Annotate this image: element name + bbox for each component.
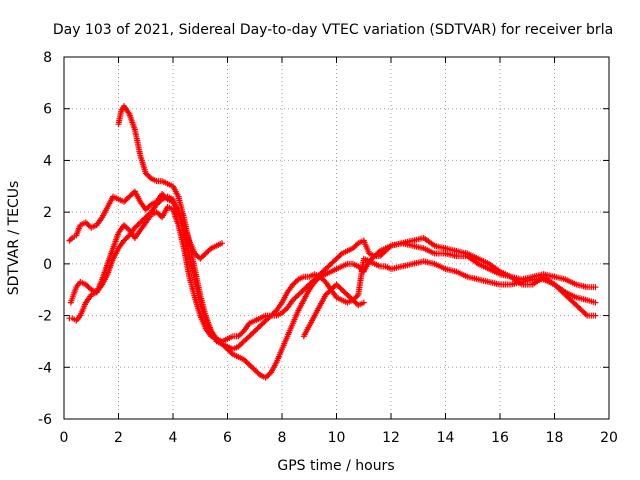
- x-tick-label: 12: [382, 430, 400, 446]
- x-axis-label: GPS time / hours: [277, 458, 394, 474]
- series-markers-track-4: [66, 193, 599, 381]
- y-tick-label: 2: [43, 205, 52, 221]
- y-tick-label: -4: [38, 360, 52, 376]
- x-tick-label: 16: [491, 430, 509, 446]
- x-tick-label: 8: [278, 430, 287, 446]
- series-markers-track-5: [300, 281, 367, 340]
- series-track-5: [300, 281, 367, 340]
- x-tick-label: 18: [546, 430, 564, 446]
- y-tick-label: 0: [43, 257, 52, 273]
- axis-ticks: 0 2 4 6 8 10 12 14 16 18 20 -6 -4 -2 0 2 4 6 8: [38, 50, 618, 446]
- y-axis-label: SDTVAR / TECUs: [6, 181, 22, 296]
- x-tick-label: 10: [328, 430, 346, 446]
- x-tick-label: 0: [60, 430, 69, 446]
- grid: [64, 57, 609, 419]
- y-tick-label: 6: [43, 102, 52, 118]
- y-tick-label: -2: [38, 309, 52, 325]
- x-tick-label: 4: [169, 430, 178, 446]
- chart-title: Day 103 of 2021, Sidereal Day-to-day VTE…: [53, 22, 613, 38]
- series-track-4: [66, 193, 599, 381]
- y-tick-label: -6: [38, 412, 52, 428]
- x-tick-label: 20: [600, 430, 618, 446]
- data-series: [66, 103, 599, 381]
- y-tick-label: 4: [43, 153, 52, 169]
- x-tick-label: 6: [223, 430, 232, 446]
- x-tick-label: 2: [114, 430, 123, 446]
- y-tick-label: 8: [43, 50, 52, 66]
- plot-frame: [63, 56, 610, 420]
- x-tick-label: 14: [437, 430, 455, 446]
